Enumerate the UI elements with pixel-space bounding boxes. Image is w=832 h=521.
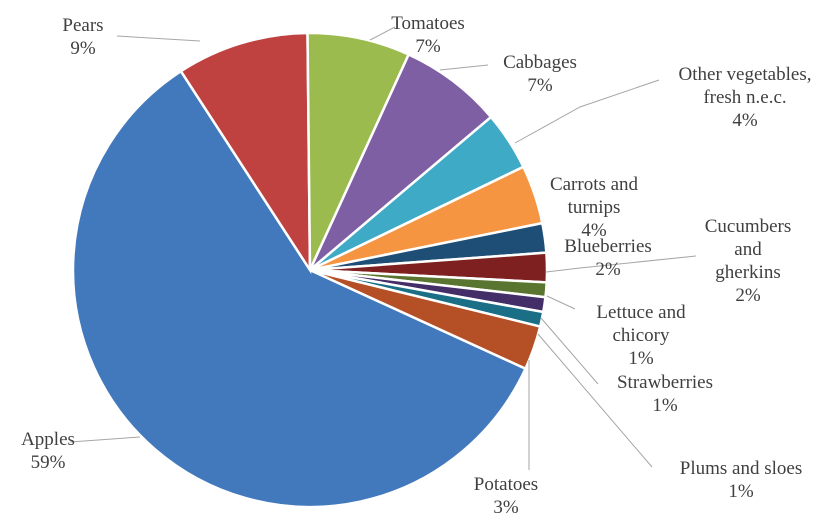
slice-label: Tomatoes 7% (391, 13, 465, 57)
slice-label: Carrots and turnips 4% (550, 174, 639, 241)
slice-name: and (734, 239, 762, 260)
leader-line (369, 26, 396, 41)
slice-name: Blueberries (564, 236, 652, 257)
slice-name: Lettuce and (596, 302, 686, 323)
leader-line (514, 79, 660, 144)
slice-label: Pears 9% (62, 15, 103, 59)
slice-name: Cabbages (503, 52, 577, 73)
slice-percent: 4% (581, 220, 607, 241)
slice-name: fresh n.e.c. (703, 87, 786, 108)
slice-percent: 4% (732, 110, 758, 131)
leader-line (116, 35, 201, 42)
pie-slice-potatoes (309, 268, 542, 371)
slice-name: Potatoes (474, 474, 538, 495)
pie-slice-cabbages (308, 52, 493, 271)
slice-percent: 2% (595, 259, 621, 280)
slice-name: Cucumbers (705, 216, 792, 237)
leader-line (546, 295, 576, 310)
slice-name: Pears (62, 15, 103, 36)
pie-slices (71, 31, 549, 509)
slice-name: Plums and sloes (680, 458, 802, 479)
slice-label: Cabbages 7% (503, 52, 577, 96)
slice-percent: 1% (628, 348, 654, 369)
slice-label: Strawberries 1% (617, 372, 713, 416)
pie-slice-tomatoes (306, 31, 411, 271)
slice-name: Tomatoes (391, 13, 465, 34)
slice-percent: 7% (527, 75, 553, 96)
slice-label: Plums and sloes 1% (680, 458, 802, 502)
pie-slice-apples (71, 69, 528, 509)
slice-label: Cucumbers and gherkins 2% (705, 216, 792, 306)
slice-name: Apples (21, 429, 75, 450)
slice-label: Blueberries 2% (564, 236, 652, 280)
slice-label: Apples 59% (21, 429, 75, 473)
pie-slice-pears (179, 31, 312, 275)
slice-percent: 1% (652, 395, 678, 416)
leader-line (69, 436, 141, 443)
slice-name: chicory (613, 325, 670, 346)
slice-name: Strawberries (617, 372, 713, 393)
leader-line (545, 255, 697, 273)
slice-name: turnips (568, 197, 621, 218)
slice-name: Other vegetables, (679, 64, 812, 85)
leader-line (439, 64, 489, 71)
slice-percent: 7% (415, 36, 441, 57)
slice-percent: 3% (493, 497, 519, 518)
slice-percent: 2% (735, 285, 761, 306)
slice-percent: 9% (70, 38, 96, 59)
slice-name: Carrots and (550, 174, 639, 195)
leader-lines (69, 26, 697, 470)
slice-percent: 1% (728, 481, 754, 502)
slice-label: Potatoes 3% (474, 474, 538, 518)
slice-label: Lettuce and chicory 1% (596, 302, 686, 369)
slice-label: Other vegetables, fresh n.e.c. 4% (679, 64, 812, 131)
leader-line (537, 333, 653, 468)
slice-labels: Apples 59%Pears 9%Tomatoes 7%Cabbages 7%Othe… (21, 13, 811, 518)
slice-name: gherkins (715, 262, 780, 283)
slice-percent: 59% (31, 452, 66, 473)
leader-line (540, 317, 599, 385)
